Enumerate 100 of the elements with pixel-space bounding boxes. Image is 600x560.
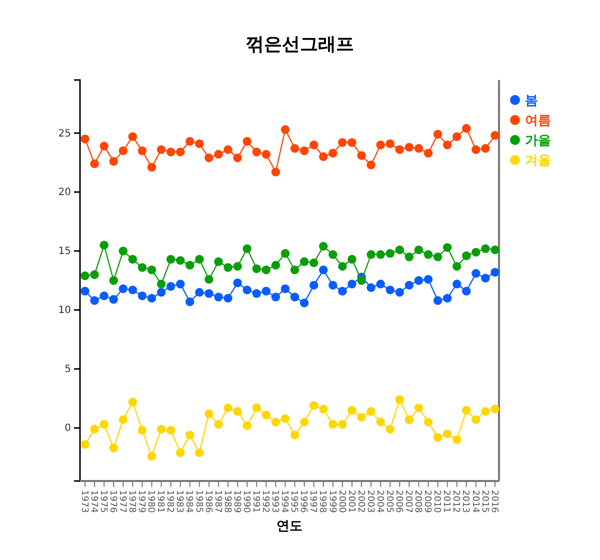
point (118, 415, 128, 424)
point (138, 291, 147, 300)
point (309, 280, 318, 290)
point (338, 262, 347, 271)
x-tick-label: 2002 (355, 490, 366, 513)
x-tick-label: 1990 (240, 490, 251, 514)
x-tick-label: 1975 (98, 490, 108, 513)
point (214, 292, 223, 302)
point (80, 440, 90, 449)
point (328, 280, 338, 290)
point (481, 144, 490, 153)
point (462, 286, 471, 296)
x-tick-label: 2003 (364, 490, 375, 513)
point (357, 276, 366, 285)
x-tick-label: 2007 (403, 490, 414, 513)
point (338, 286, 347, 296)
point (386, 249, 394, 258)
x-tick-label: 2005 (384, 490, 394, 513)
point (176, 256, 185, 265)
x-tick-label: 2013 (460, 490, 470, 513)
point (80, 286, 90, 296)
x-tick-label: 2001 (346, 490, 356, 513)
point (262, 150, 271, 159)
x-tick-label: 1974 (88, 490, 98, 514)
point (452, 280, 462, 288)
point (280, 414, 290, 423)
point (90, 424, 99, 434)
point (348, 280, 356, 288)
point (204, 409, 214, 418)
point (357, 412, 366, 422)
point (319, 404, 328, 414)
point (262, 410, 271, 420)
point (386, 286, 394, 294)
point (300, 298, 309, 308)
x-tick-label: 2004 (374, 490, 384, 514)
point (300, 257, 309, 266)
point (328, 420, 338, 429)
point (271, 292, 280, 302)
point (300, 418, 309, 426)
point (156, 288, 166, 297)
point (424, 148, 433, 158)
point (414, 276, 424, 285)
point (252, 404, 261, 412)
point (118, 284, 128, 294)
point (338, 420, 347, 429)
point (109, 276, 118, 285)
point (490, 268, 500, 277)
x-tick-label: 1988 (222, 490, 232, 514)
point (262, 286, 271, 296)
x-tick-label: 1996 (298, 490, 308, 514)
point (233, 278, 242, 288)
point (128, 254, 138, 264)
point (404, 142, 414, 152)
point (395, 245, 404, 254)
point (204, 153, 214, 162)
point (290, 292, 300, 302)
x-tick-label: 1977 (116, 490, 127, 513)
x-tick-label: 1984 (184, 490, 194, 514)
point (195, 288, 204, 297)
point (462, 406, 471, 415)
point (433, 252, 442, 262)
point (128, 398, 138, 406)
point (224, 404, 232, 412)
point (233, 262, 242, 271)
point (348, 254, 356, 264)
point (147, 294, 156, 303)
point (262, 266, 271, 274)
point (442, 140, 452, 150)
x-tick-label: 1993 (270, 490, 280, 513)
point (442, 429, 452, 438)
point (242, 136, 252, 146)
x-tick-label: 1999 (326, 490, 337, 514)
point (138, 146, 147, 156)
point (404, 415, 414, 424)
point (290, 266, 300, 274)
point (109, 157, 118, 166)
point (128, 286, 138, 294)
point (376, 140, 385, 150)
point (233, 407, 242, 416)
point (271, 260, 280, 270)
x-tick-label: 2000 (336, 490, 346, 514)
x-tick-label: 1980 (146, 490, 156, 514)
point (252, 264, 261, 274)
point (156, 280, 166, 288)
point (376, 418, 385, 426)
x-tick-label: 1998 (317, 490, 328, 514)
point (176, 448, 185, 458)
point (376, 280, 385, 288)
point (128, 132, 138, 141)
x-tick-label: 1991 (250, 490, 260, 513)
point (147, 162, 156, 172)
y-tick-label: 25 (58, 128, 71, 140)
point (138, 263, 147, 272)
x-tick-label: 1985 (193, 490, 204, 513)
point (366, 160, 376, 170)
point (147, 452, 156, 461)
point (242, 286, 252, 294)
point (214, 150, 223, 159)
x-tick-label: 2008 (412, 490, 423, 514)
point (328, 250, 338, 259)
